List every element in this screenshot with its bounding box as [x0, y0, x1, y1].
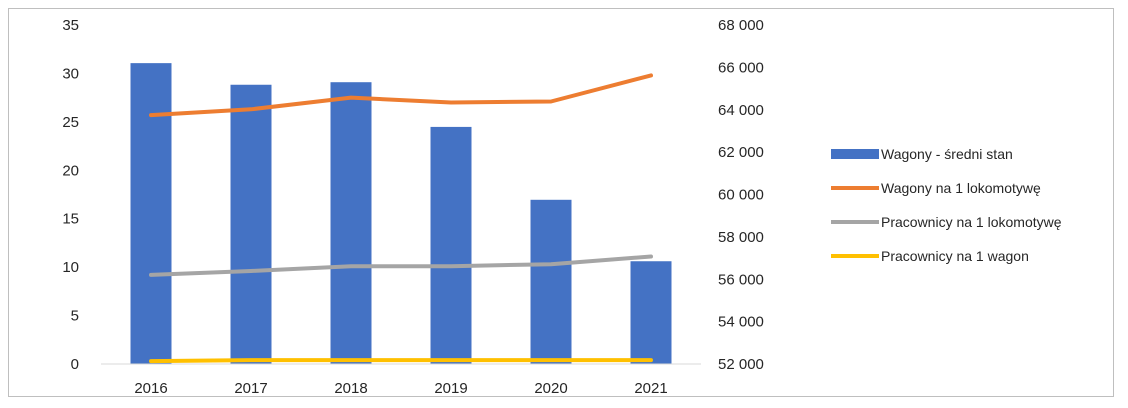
y-left-tick-label: 5 — [71, 308, 79, 325]
x-tick-label: 2021 — [634, 380, 667, 397]
y-right-tick-label: 68 000 — [718, 17, 764, 34]
line-series-1 — [149, 73, 653, 118]
y-left-tick-label: 35 — [62, 17, 79, 34]
y-right-tick-label: 62 000 — [718, 144, 764, 161]
bar-2018 — [330, 82, 372, 365]
y-left-tick-label: 20 — [62, 162, 79, 179]
y-right-tick-label: 66 000 — [718, 59, 764, 76]
bar-2016 — [130, 63, 172, 364]
legend-item: Pracownicy na 1 wagon — [831, 248, 1029, 264]
y-right-tick-label: 64 000 — [718, 102, 764, 119]
y-right-tick-label: 56 000 — [718, 271, 764, 288]
y-right-tick-label: 58 000 — [718, 229, 764, 246]
bars-layer — [130, 63, 672, 365]
chart-frame: 0 5 10 15 20 25 30 35 52 000 54 000 56 000 58 000 6… — [8, 8, 1114, 397]
y-right-tick-label: 54 000 — [718, 314, 764, 331]
y-left-tick-label: 10 — [62, 259, 79, 276]
legend: Wagony - średni stan Wagony na 1 lokomoty… — [831, 146, 1062, 264]
legend-label: Pracownicy na 1 lokomotywę — [881, 214, 1062, 230]
legend-label: Pracownicy na 1 wagon — [881, 248, 1029, 264]
legend-swatch-bar — [831, 149, 879, 159]
bar-2019 — [430, 126, 472, 365]
y-right-tick-label: 52 000 — [718, 356, 764, 373]
y-left-tick-label: 0 — [71, 356, 79, 373]
legend-item: Wagony - średni stan — [831, 146, 1013, 162]
x-tick-label: 2020 — [534, 380, 567, 397]
x-tick-label: 2017 — [234, 380, 267, 397]
legend-label: Wagony na 1 lokomotywę — [881, 180, 1041, 196]
y-axis-right: 52 000 54 000 56 000 58 000 60 000 62 000 64 0… — [718, 17, 764, 373]
y-right-tick-label: 60 000 — [718, 187, 764, 204]
legend-item: Pracownicy na 1 lokomotywę — [831, 214, 1062, 230]
bar-2017 — [230, 84, 272, 364]
legend-item: Wagony na 1 lokomotywę — [831, 180, 1041, 196]
bar-2021 — [630, 261, 672, 364]
x-tick-label: 2016 — [134, 380, 167, 397]
x-axis: 2016 2017 2018 2019 2020 2021 — [134, 380, 667, 397]
y-left-tick-label: 15 — [62, 211, 79, 228]
line-series-3 — [149, 358, 653, 364]
line-series-2 — [149, 254, 653, 277]
y-left-tick-label: 25 — [62, 114, 79, 131]
y-axis-left: 0 5 10 15 20 25 30 35 — [62, 17, 79, 373]
lines-layer — [149, 73, 653, 364]
bar-2020 — [530, 199, 572, 364]
x-tick-label: 2019 — [434, 380, 467, 397]
legend-label: Wagony - średni stan — [881, 146, 1013, 162]
x-tick-label: 2018 — [334, 380, 367, 397]
combo-chart: 0 5 10 15 20 25 30 35 52 000 54 000 56 000 58 000 6… — [62, 17, 1062, 397]
y-left-tick-label: 30 — [62, 65, 79, 82]
